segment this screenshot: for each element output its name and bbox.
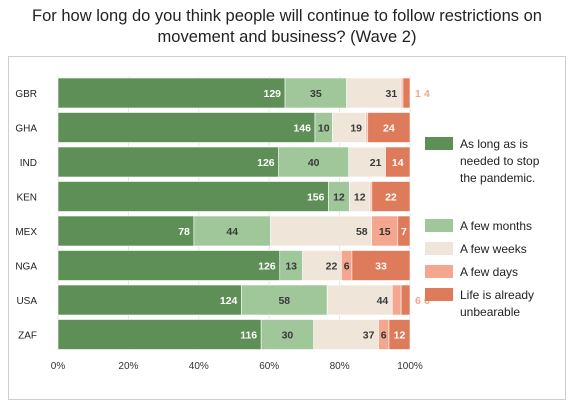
data-label: 78 bbox=[178, 226, 190, 238]
x-tick-label: 100% bbox=[397, 361, 423, 372]
bar-segment bbox=[397, 215, 411, 247]
category-label: USA bbox=[16, 296, 37, 307]
x-tick-label: 60% bbox=[259, 361, 279, 372]
bar-segment bbox=[57, 319, 262, 350]
category-label: GHA bbox=[15, 124, 37, 135]
bar-segment bbox=[313, 319, 379, 350]
data-label: 44 bbox=[377, 295, 389, 307]
legend-swatch bbox=[425, 288, 453, 301]
data-label: 124 bbox=[220, 295, 238, 307]
category-label: IND bbox=[20, 158, 37, 169]
data-label: 156 bbox=[307, 192, 325, 204]
data-label: 13 bbox=[285, 261, 297, 273]
bar-segment bbox=[391, 284, 402, 316]
bar-segment bbox=[385, 146, 411, 178]
data-label: 1 bbox=[415, 88, 421, 100]
data-label: 58 bbox=[356, 226, 368, 238]
bar-segment bbox=[326, 284, 393, 316]
data-label: 4 bbox=[424, 88, 430, 100]
data-label: 116 bbox=[240, 330, 257, 342]
legend-swatch bbox=[425, 137, 453, 150]
bar-segment bbox=[348, 146, 386, 178]
bar-segment bbox=[371, 181, 411, 212]
bar-segment bbox=[284, 77, 347, 109]
category-label: GBR bbox=[15, 89, 37, 100]
bar-segment bbox=[57, 181, 329, 212]
legend-swatch bbox=[425, 265, 453, 278]
data-label: 58 bbox=[278, 295, 290, 307]
data-label: 31 bbox=[386, 88, 398, 100]
data-label: 12 bbox=[394, 330, 406, 342]
bar-segment bbox=[351, 250, 411, 281]
bar-segment bbox=[260, 319, 314, 350]
bar-segment bbox=[57, 215, 195, 247]
legend-label: A few days bbox=[460, 265, 518, 279]
bar-segment bbox=[57, 77, 286, 109]
legend-label: A few months bbox=[460, 219, 532, 233]
data-label: 14 bbox=[392, 157, 404, 169]
bar-segment bbox=[193, 215, 271, 247]
data-label: 40 bbox=[308, 157, 320, 169]
data-label: 24 bbox=[383, 123, 395, 135]
bar-segment bbox=[346, 77, 402, 109]
x-tick-label: 20% bbox=[118, 361, 138, 372]
bar-segment bbox=[57, 250, 281, 281]
data-label: 19 bbox=[350, 123, 362, 135]
bar-segment bbox=[57, 112, 316, 143]
legend-swatch bbox=[425, 219, 453, 232]
data-label: 15 bbox=[379, 226, 391, 238]
legend-label: Life is already bbox=[460, 288, 534, 302]
data-label: 129 bbox=[264, 88, 282, 100]
data-label: 22 bbox=[326, 261, 338, 273]
data-label: 126 bbox=[257, 157, 275, 169]
legend-label: needed to stop bbox=[460, 154, 540, 168]
x-tick-label: 80% bbox=[330, 361, 350, 372]
legend-label: unbearable bbox=[460, 305, 520, 319]
legend-label: As long as is bbox=[460, 137, 528, 151]
bar-segment bbox=[57, 284, 242, 316]
data-label: 7 bbox=[401, 226, 407, 238]
category-label: NGA bbox=[15, 262, 37, 273]
category-label: KEN bbox=[16, 193, 37, 204]
legend-label: A few weeks bbox=[460, 242, 527, 256]
bar-segment bbox=[367, 112, 411, 143]
data-label: 6 bbox=[415, 295, 421, 307]
x-tick-label: 0% bbox=[51, 361, 66, 372]
bar-segment bbox=[402, 77, 411, 109]
data-label: 35 bbox=[310, 88, 322, 100]
data-label: 33 bbox=[375, 261, 387, 273]
chart-title: For how long do you think people will co… bbox=[0, 6, 574, 48]
data-label: 126 bbox=[258, 261, 276, 273]
data-label: 37 bbox=[363, 330, 375, 342]
data-label: 12 bbox=[354, 192, 366, 204]
legend-label: the pandemic. bbox=[460, 171, 535, 185]
bar-segment bbox=[241, 284, 328, 316]
data-label: 21 bbox=[370, 157, 382, 169]
data-label: 146 bbox=[293, 123, 311, 135]
data-label: 12 bbox=[333, 192, 345, 204]
bar-segment bbox=[57, 146, 279, 178]
data-label: 6 bbox=[344, 261, 350, 273]
category-label: ZAF bbox=[18, 331, 37, 342]
chart-title-line-2: movement and business? (Wave 2) bbox=[157, 28, 417, 46]
data-label: 10 bbox=[318, 123, 330, 135]
data-label: 44 bbox=[226, 226, 238, 238]
data-label: 22 bbox=[385, 192, 397, 204]
chart-title-line-1: For how long do you think people will co… bbox=[32, 7, 542, 25]
bar-segment bbox=[302, 250, 342, 281]
data-label: 30 bbox=[282, 330, 294, 342]
category-label: MEX bbox=[15, 227, 37, 238]
x-tick-label: 40% bbox=[189, 361, 209, 372]
data-label: 6 bbox=[381, 330, 387, 342]
legend-swatch bbox=[425, 242, 453, 255]
bar-segment bbox=[400, 284, 411, 316]
bar-segment bbox=[388, 319, 411, 350]
